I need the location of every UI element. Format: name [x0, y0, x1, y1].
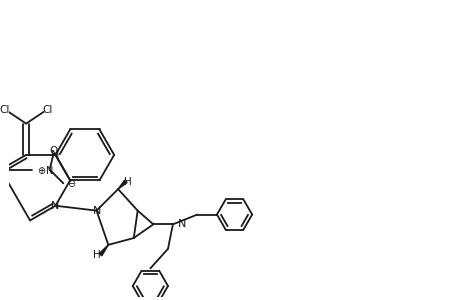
Polygon shape: [99, 245, 108, 256]
Text: Cl: Cl: [42, 105, 53, 115]
Text: $\oplus$N: $\oplus$N: [37, 164, 53, 175]
Text: O: O: [49, 146, 57, 156]
Text: $\ominus$: $\ominus$: [67, 178, 76, 189]
Text: N: N: [51, 201, 60, 211]
Text: Cl: Cl: [0, 105, 10, 115]
Text: H: H: [93, 250, 100, 260]
Text: N: N: [177, 219, 186, 229]
Text: N: N: [92, 206, 101, 216]
Polygon shape: [118, 180, 127, 189]
Text: H: H: [124, 177, 131, 187]
Text: N: N: [51, 150, 60, 160]
